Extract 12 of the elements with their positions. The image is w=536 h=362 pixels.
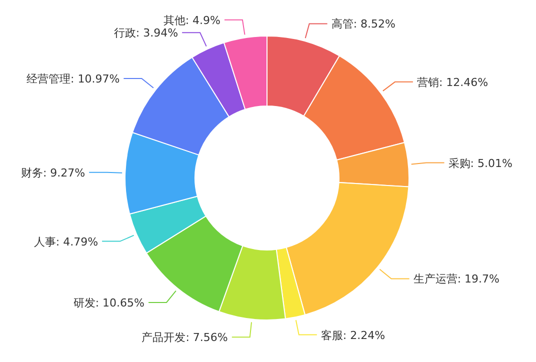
- slice-label: 财务: 9.27%: [20, 166, 86, 180]
- slice-label: 人事: 4.79%: [34, 235, 98, 248]
- slice-label: 客服: 2.24%: [320, 328, 386, 342]
- slice-label: 采购: 5.01%: [448, 156, 512, 170]
- slice-label: 生产运营: 19.7%: [413, 272, 500, 286]
- slice-label: 产品开发: 7.56%: [142, 331, 228, 344]
- slice-label: 营销: 12.46%: [416, 76, 488, 89]
- slice-label: 经营管理: 10.97%: [26, 72, 120, 86]
- slice-label: 行政: 3.94%: [114, 26, 178, 40]
- slice-label: 研发: 10.65%: [73, 296, 144, 310]
- slice-label: 高管: 8.52%: [331, 18, 396, 31]
- slice-label: 其他: 4.9%: [163, 14, 220, 27]
